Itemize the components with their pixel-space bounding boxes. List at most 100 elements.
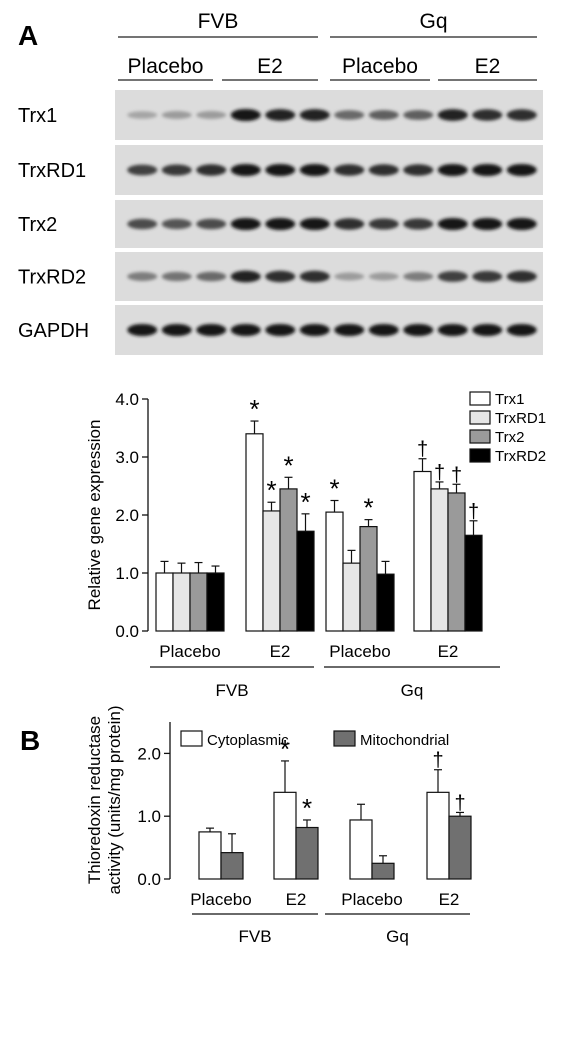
blot-band	[437, 271, 468, 282]
category-label: Placebo	[159, 642, 220, 661]
significance-mark: *	[302, 793, 312, 823]
blot-band	[368, 110, 399, 120]
bar	[349, 819, 373, 880]
significance-mark: *	[280, 734, 290, 764]
blot-subgroup-label: E2	[257, 55, 283, 78]
category-label: E2	[439, 890, 460, 909]
y-tick-label: 3.0	[115, 448, 139, 467]
legend-label: Trx1	[495, 391, 524, 408]
bar	[172, 572, 191, 632]
blot-band	[368, 272, 399, 281]
category-label: Placebo	[190, 890, 251, 909]
blot-band	[161, 111, 192, 119]
blot-band	[299, 270, 330, 283]
blot-band	[334, 323, 365, 337]
group-label: Gq	[386, 927, 409, 946]
blot-band	[161, 218, 192, 230]
blot-band	[437, 163, 468, 177]
blot-band	[196, 271, 227, 282]
blot-band	[230, 217, 261, 231]
bar	[189, 572, 208, 632]
blot-band	[299, 323, 330, 337]
y-axis-label-line: Thioredoxin reductase	[85, 716, 104, 884]
blot-band	[403, 164, 434, 176]
blot-band	[265, 217, 296, 231]
y-tick-label: 2.0	[115, 506, 139, 525]
blot-band	[265, 323, 296, 337]
y-tick-label: 2.0	[137, 744, 161, 763]
significance-mark: †	[432, 750, 443, 772]
reductase-activity-chart: 0.0 1.0 2.0 Thioredoxin reductaseactivity (…	[85, 706, 472, 946]
panel-b: B 0.0 1.0 2.0 Thioredoxin reductaseactivity…	[20, 706, 472, 946]
blot-band	[472, 163, 503, 177]
bar	[198, 831, 222, 880]
bar	[220, 852, 244, 880]
group-label: FVB	[215, 681, 248, 700]
blot-band	[334, 272, 365, 281]
significance-mark: †	[454, 792, 465, 814]
significance-mark: *	[283, 450, 293, 480]
bar	[426, 791, 450, 880]
blot-band	[472, 109, 503, 121]
blot-band	[127, 111, 158, 119]
legend-swatch	[180, 730, 203, 747]
blot-row-label: TrxRD2	[18, 267, 86, 289]
blot-subgroup-label: Placebo	[342, 55, 418, 78]
panel-b-label: B	[20, 725, 40, 756]
blot-band	[161, 164, 192, 176]
blot-band	[472, 323, 503, 337]
bar	[279, 488, 298, 632]
blot-band	[265, 163, 296, 177]
blot-band	[506, 217, 537, 231]
legend-swatch	[469, 448, 491, 463]
blot-band	[299, 217, 330, 231]
category-label: E2	[438, 642, 459, 661]
significance-mark: †	[417, 439, 428, 461]
legend-swatch	[469, 410, 491, 425]
blot-band	[506, 109, 537, 121]
blot-group-label: FVB	[198, 10, 239, 33]
category-label: Placebo	[341, 890, 402, 909]
bar	[262, 510, 281, 632]
group-label: Gq	[401, 681, 424, 700]
blot-band	[437, 109, 468, 121]
y-tick-label: 0.0	[115, 622, 139, 641]
blot-group-label: Gq	[419, 10, 447, 33]
blot-band	[472, 270, 503, 283]
blot-band	[196, 218, 227, 230]
blot-band	[472, 217, 503, 231]
y-axis-label-line: Relative gene expression	[85, 420, 104, 611]
y-axis-label: Thioredoxin reductaseactivity (units/mg …	[85, 706, 124, 895]
bar	[155, 572, 174, 632]
blot-band	[403, 323, 434, 337]
category-label: Placebo	[329, 642, 390, 661]
blot-band	[368, 218, 399, 230]
y-tick-label: 1.0	[115, 564, 139, 583]
blot-band	[368, 164, 399, 176]
group-label: FVB	[238, 927, 271, 946]
legend-label: Cytoplasmic	[207, 732, 289, 749]
blot-band	[230, 323, 261, 337]
blot-band	[127, 164, 158, 176]
bar	[206, 572, 225, 632]
significance-mark: *	[363, 493, 373, 523]
blot-band	[403, 272, 434, 281]
blot-row-label: Trx2	[18, 214, 57, 236]
y-tick-label: 1.0	[137, 807, 161, 826]
blot-band	[230, 270, 261, 283]
y-tick-label: 4.0	[115, 390, 139, 409]
legend-label: Trx2	[495, 429, 524, 446]
category-label: E2	[270, 642, 291, 661]
blot-band	[437, 323, 468, 337]
y-axis-label-line: activity (units/mg protein)	[105, 706, 124, 895]
y-tick-label: 0.0	[137, 870, 161, 889]
blot-band	[265, 109, 296, 121]
blot-band	[368, 323, 399, 337]
bar	[464, 534, 483, 632]
bar	[295, 826, 319, 880]
significance-mark: *	[266, 475, 276, 505]
blot-band	[127, 272, 158, 281]
bar	[296, 530, 315, 632]
